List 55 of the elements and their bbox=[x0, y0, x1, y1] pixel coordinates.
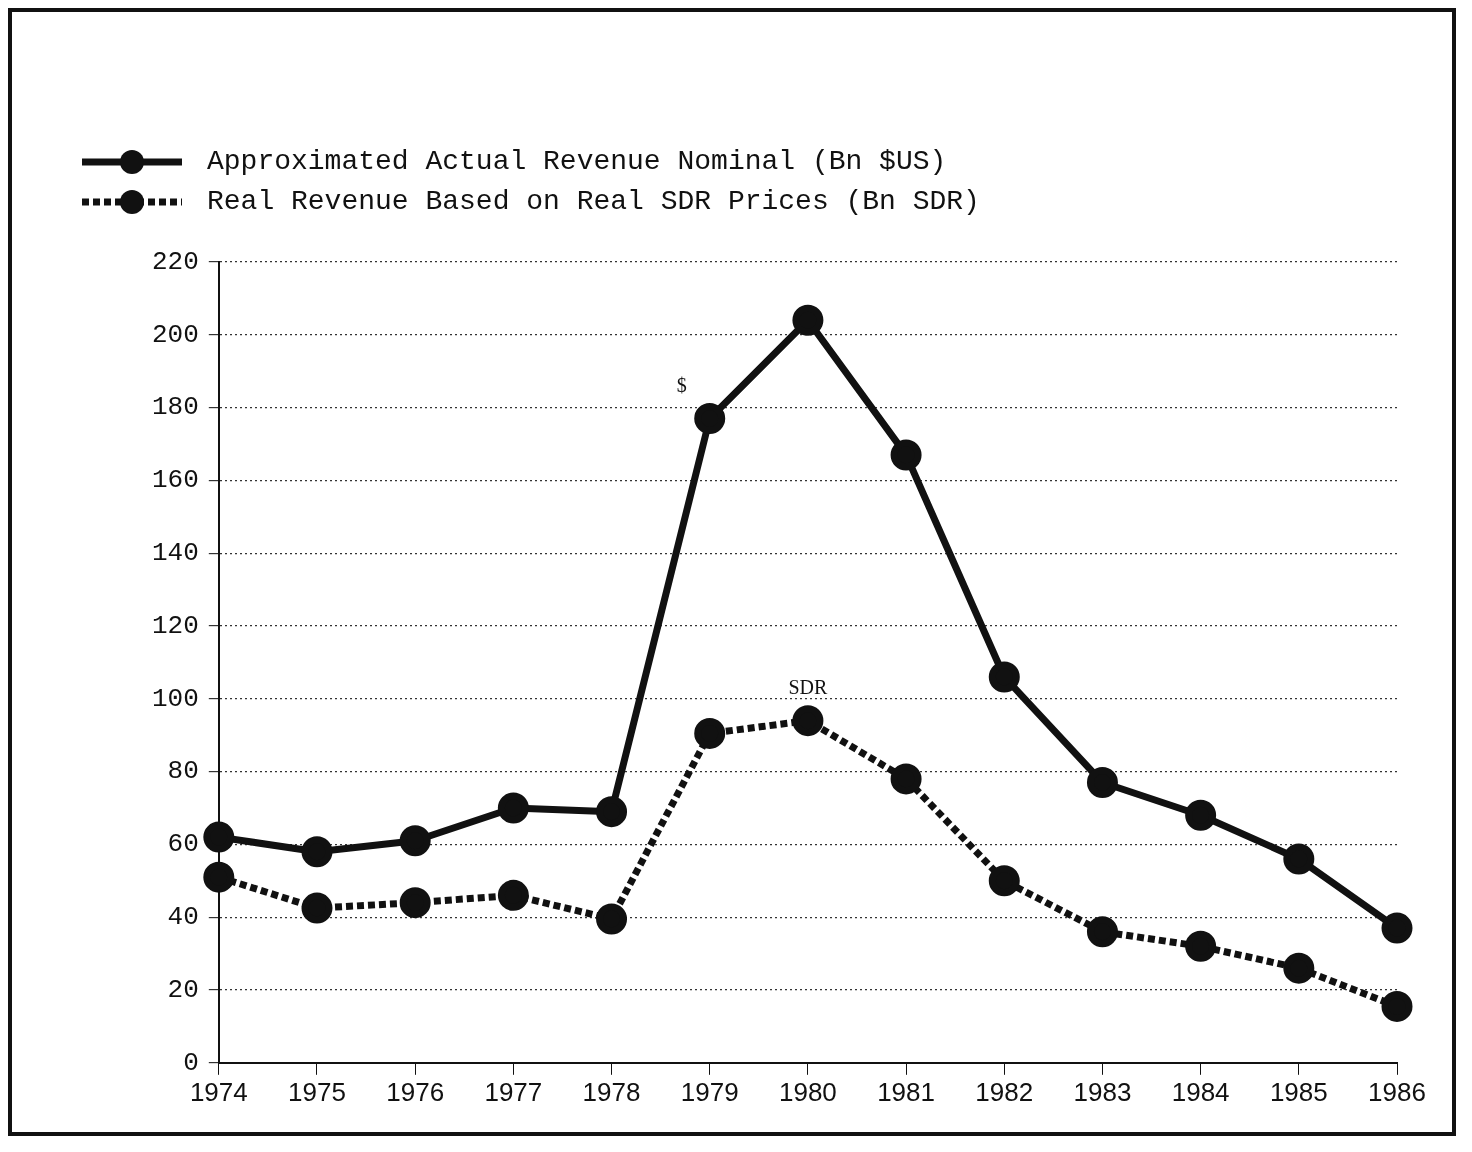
point bbox=[792, 705, 824, 737]
x-tick-label: 1975 bbox=[288, 1076, 346, 1107]
x-tick-label: 1977 bbox=[484, 1076, 543, 1107]
x-tick-label: 1980 bbox=[778, 1076, 837, 1107]
x-tick-label: 1974 bbox=[189, 1076, 248, 1107]
annotation: SDR bbox=[788, 675, 829, 698]
y-tick-label: 200 bbox=[152, 319, 199, 350]
y-tick-label: 220 bbox=[152, 246, 199, 277]
point bbox=[203, 821, 235, 853]
point bbox=[301, 892, 333, 924]
y-tick-label: 40 bbox=[167, 902, 199, 933]
point bbox=[1381, 912, 1413, 944]
y-tick-label: 100 bbox=[152, 683, 199, 714]
point bbox=[1381, 990, 1413, 1022]
y-tick-label: 120 bbox=[152, 610, 199, 641]
point bbox=[497, 879, 529, 911]
point bbox=[399, 825, 431, 857]
x-tick-label: 1985 bbox=[1269, 1076, 1328, 1107]
point bbox=[1086, 767, 1118, 799]
point bbox=[988, 865, 1020, 897]
point bbox=[596, 796, 628, 828]
y-tick-label: 60 bbox=[167, 829, 199, 860]
x-tick-label: 1983 bbox=[1073, 1076, 1132, 1107]
y-tick-label: 160 bbox=[152, 465, 199, 496]
point bbox=[1283, 843, 1315, 875]
legend-label: Real Revenue Based on Real SDR Prices (Bn SDR) bbox=[207, 186, 980, 218]
x-tick-label: 1986 bbox=[1368, 1076, 1426, 1107]
point bbox=[694, 403, 726, 435]
x-tick-label: 1984 bbox=[1171, 1076, 1230, 1107]
point bbox=[694, 717, 726, 749]
point bbox=[1086, 916, 1118, 948]
point bbox=[497, 792, 529, 824]
x-tick-label: 1979 bbox=[680, 1076, 739, 1107]
point bbox=[399, 887, 431, 919]
point bbox=[1283, 952, 1315, 984]
x-tick-label: 1976 bbox=[386, 1076, 445, 1107]
legend-label: Approximated Actual Revenue Nominal (Bn $US) bbox=[207, 146, 947, 178]
point bbox=[301, 836, 333, 868]
annotation: $ bbox=[676, 373, 687, 396]
point bbox=[203, 861, 235, 893]
point bbox=[988, 661, 1020, 693]
point bbox=[890, 763, 922, 795]
y-tick-label: 180 bbox=[152, 392, 199, 423]
point bbox=[792, 304, 824, 336]
x-tick-label: 1978 bbox=[582, 1076, 641, 1107]
x-tick-label: 1982 bbox=[975, 1076, 1034, 1107]
point bbox=[596, 903, 628, 935]
y-tick-label: 80 bbox=[167, 756, 199, 787]
y-tick-label: 140 bbox=[152, 538, 199, 569]
y-tick-label: 0 bbox=[183, 1047, 199, 1078]
x-tick-label: 1981 bbox=[877, 1076, 936, 1107]
point bbox=[1185, 799, 1217, 831]
point bbox=[1185, 930, 1217, 962]
y-tick-label: 20 bbox=[167, 974, 199, 1005]
point bbox=[890, 439, 922, 471]
